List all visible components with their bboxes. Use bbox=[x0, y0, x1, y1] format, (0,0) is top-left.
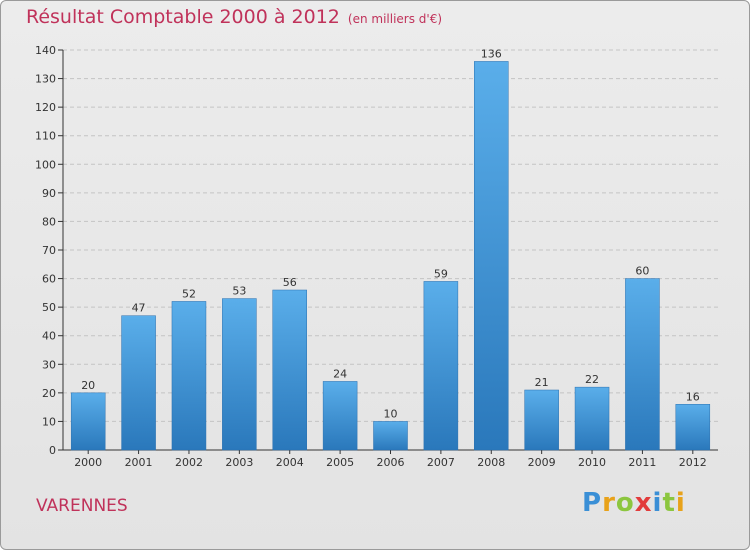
y-tick-label: 140 bbox=[35, 44, 56, 57]
chart-title-block: Résultat Comptable 2000 à 2012 (en millie… bbox=[26, 6, 442, 28]
bar-2001 bbox=[121, 315, 156, 451]
bar-2008 bbox=[474, 61, 509, 451]
data-label-2001: 47 bbox=[132, 302, 146, 315]
y-tick-label: 30 bbox=[42, 358, 56, 371]
x-tick-label-2006: 2006 bbox=[377, 456, 405, 469]
data-label-2004: 56 bbox=[283, 276, 297, 289]
y-tick-label: 60 bbox=[42, 273, 56, 286]
x-tick-label-2012: 2012 bbox=[679, 456, 707, 469]
x-tick-label-2002: 2002 bbox=[175, 456, 203, 469]
data-label-2007: 59 bbox=[434, 267, 448, 280]
y-tick-label: 130 bbox=[35, 73, 56, 86]
bar-2002 bbox=[171, 301, 207, 451]
y-tick-label: 40 bbox=[42, 330, 56, 343]
x-tick-label-2000: 2000 bbox=[74, 456, 102, 469]
bar-2011 bbox=[625, 278, 660, 451]
data-label-2006: 10 bbox=[384, 407, 398, 420]
proxiti-logo[interactable]: Proxiti bbox=[582, 488, 686, 518]
x-tick-label-2009: 2009 bbox=[528, 456, 556, 469]
data-label-2010: 22 bbox=[585, 373, 599, 386]
y-tick-label: 70 bbox=[42, 244, 56, 257]
x-tick-label-2011: 2011 bbox=[628, 456, 656, 469]
x-tick-label-2001: 2001 bbox=[125, 456, 153, 469]
y-tick-label: 50 bbox=[42, 301, 56, 314]
bar-2006 bbox=[373, 421, 408, 451]
y-tick-label: 10 bbox=[42, 415, 56, 428]
data-label-2000: 20 bbox=[81, 379, 95, 392]
y-tick-label: 80 bbox=[42, 215, 56, 228]
bar-2003 bbox=[222, 298, 257, 451]
bar-2010 bbox=[574, 386, 610, 451]
y-tick-label: 120 bbox=[35, 101, 56, 114]
bar-2009 bbox=[524, 389, 559, 451]
x-tick-label-2010: 2010 bbox=[578, 456, 606, 469]
y-tick-label: 90 bbox=[42, 187, 56, 200]
x-tick-label-2007: 2007 bbox=[427, 456, 455, 469]
x-tick-label-2004: 2004 bbox=[276, 456, 304, 469]
bars bbox=[70, 61, 711, 451]
y-tick-label: 110 bbox=[35, 130, 56, 143]
bar-2012 bbox=[675, 404, 711, 451]
chart-subtitle: (en milliers d'€) bbox=[347, 12, 443, 26]
gridlines bbox=[63, 49, 718, 422]
x-tick-label-2005: 2005 bbox=[326, 456, 354, 469]
data-label-2002: 52 bbox=[182, 287, 196, 300]
data-label-2012: 16 bbox=[686, 390, 700, 403]
bar-2005 bbox=[322, 381, 358, 451]
bar-2004 bbox=[272, 289, 307, 451]
x-tick-label-2003: 2003 bbox=[225, 456, 253, 469]
axes: 0 10 20 30 40 50 60 70 80 90 100 110 120 130 140 2000 20… bbox=[35, 44, 718, 469]
commune-name: VARENNES bbox=[36, 496, 128, 516]
data-label-2011: 60 bbox=[635, 265, 649, 278]
bar-2007 bbox=[423, 281, 459, 451]
data-label-2005: 24 bbox=[333, 367, 347, 380]
y-tick-label: 0 bbox=[49, 444, 56, 457]
x-tick-label-2008: 2008 bbox=[477, 456, 505, 469]
data-label-2008: 136 bbox=[481, 47, 502, 60]
chart-title: Résultat Comptable 2000 à 2012 bbox=[26, 6, 340, 28]
y-tick-label: 100 bbox=[35, 158, 56, 171]
data-label-2009: 21 bbox=[535, 376, 549, 389]
data-labels: 20 47 52 53 56 24 10 59 136 21 22 60 16 bbox=[81, 47, 700, 420]
y-tick-label: 20 bbox=[42, 387, 56, 400]
data-label-2003: 53 bbox=[232, 285, 246, 298]
bar-2000 bbox=[70, 392, 106, 451]
